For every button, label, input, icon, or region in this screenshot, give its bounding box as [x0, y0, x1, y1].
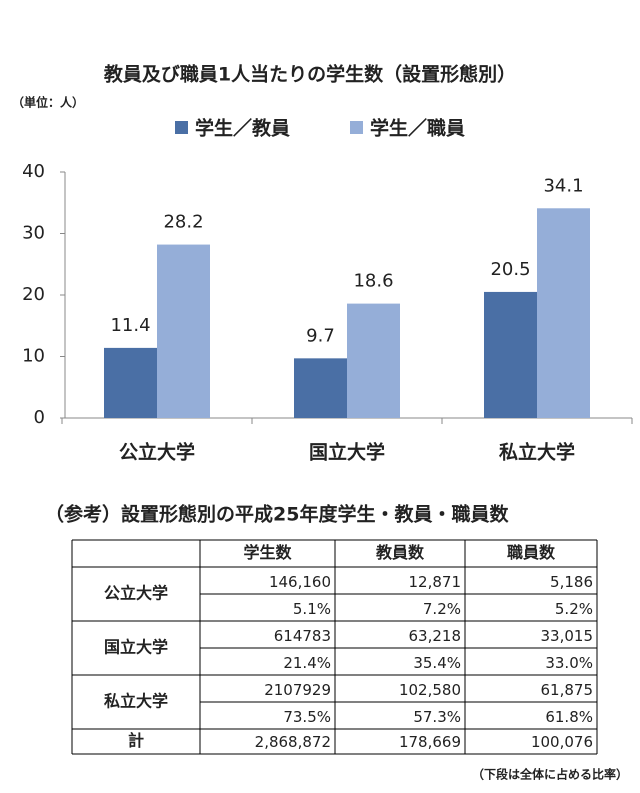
row-group-label: 公立大学: [104, 584, 168, 603]
x-tick-label: 国立大学: [309, 441, 385, 464]
x-tick-label: 私立大学: [499, 441, 575, 464]
x-tick-label: 公立大学: [119, 441, 195, 464]
total-label: 計: [128, 731, 144, 750]
table-cell: 63,218: [409, 627, 462, 645]
table-cell: 5,186: [550, 573, 593, 591]
table-cell: 21.4%: [283, 654, 331, 672]
bar: [484, 291, 537, 418]
legend-label: 学生／教員: [195, 117, 290, 140]
table-cell: 61,875: [541, 681, 594, 699]
table-cell: 33,015: [541, 627, 594, 645]
table-cell: 146,160: [269, 573, 331, 591]
bar: [294, 358, 347, 418]
table-cell: 100,076: [531, 733, 593, 751]
value-label: 34.1: [543, 175, 583, 196]
table-cell: 2107929: [264, 681, 331, 699]
bar: [104, 347, 157, 418]
table-cell: 178,669: [399, 733, 461, 751]
bar: [347, 303, 400, 418]
row-group-label: 国立大学: [104, 638, 168, 657]
table-note: （下段は全体に占める比率）: [472, 767, 628, 782]
value-label: 9.7: [306, 325, 335, 346]
table-cell: 33.0%: [545, 654, 593, 672]
table-cell: 614783: [274, 627, 331, 645]
y-tick-label: 30: [22, 223, 45, 244]
bar: [537, 208, 590, 418]
value-label: 18.6: [353, 271, 393, 292]
chart-title: 教員及び職員1人当たりの学生数（設置形態別）: [104, 63, 516, 86]
table-header: 職員数: [507, 543, 556, 562]
table-title: （参考）設置形態別の平成25年度学生・教員・職員数: [45, 503, 509, 526]
legend-label: 学生／職員: [370, 117, 465, 140]
row-group-label: 私立大学: [104, 692, 168, 711]
value-label: 28.2: [163, 212, 203, 233]
value-label: 11.4: [110, 315, 150, 336]
table-cell: 5.2%: [555, 600, 593, 618]
table-cell: 2,868,872: [255, 733, 331, 751]
legend-swatch: [175, 121, 188, 134]
legend-swatch: [350, 121, 363, 134]
bar: [157, 244, 210, 418]
table-cell: 5.1%: [293, 600, 331, 618]
table-header: 学生数: [243, 543, 292, 562]
table-cell: 12,871: [409, 573, 462, 591]
table-cell: 7.2%: [423, 600, 461, 618]
table-cell: 57.3%: [413, 708, 461, 726]
table-cell: 102,580: [399, 681, 461, 699]
value-label: 20.5: [490, 259, 530, 280]
y-tick-label: 0: [34, 407, 45, 428]
unit-label: （単位：人）: [12, 95, 84, 110]
y-tick-label: 40: [22, 161, 45, 182]
table-cell: 61.8%: [545, 708, 593, 726]
y-tick-label: 10: [22, 346, 45, 367]
table-header: 教員数: [376, 543, 425, 562]
table-cell: 35.4%: [413, 654, 461, 672]
y-tick-label: 20: [22, 284, 45, 305]
table-cell: 73.5%: [283, 708, 331, 726]
